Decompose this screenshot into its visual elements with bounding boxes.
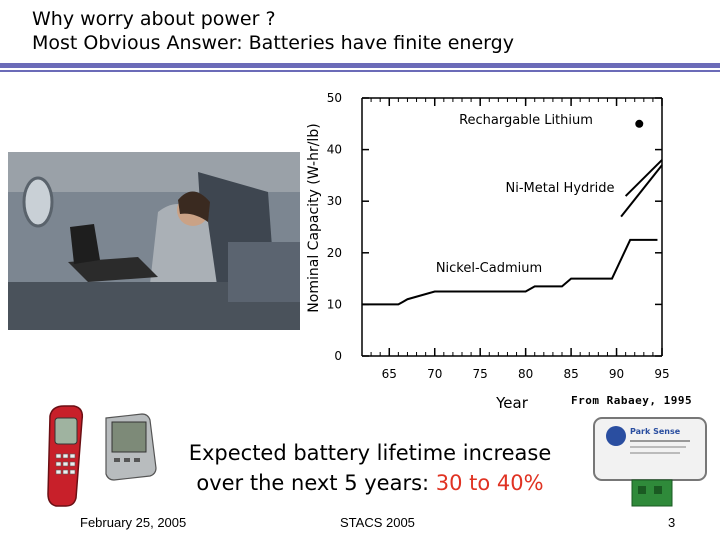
y-tick-label: 40 (327, 143, 342, 157)
y-tick-label: 20 (327, 246, 342, 260)
footer-date: February 25, 2005 (80, 515, 187, 530)
axis-ticks (361, 97, 663, 357)
y-tick-label: 50 (327, 91, 342, 105)
x-axis-label: Year (495, 394, 529, 412)
slide-title-line1: Why worry about power ? (32, 8, 276, 30)
y-tick-label: 10 (327, 297, 342, 311)
series-label-lithium: Rechargable Lithium (459, 113, 593, 128)
laptop-passenger-photo (8, 152, 300, 330)
title-rule-thin (0, 70, 720, 72)
cellphones-illustration (47, 405, 157, 507)
plot-frame (361, 97, 663, 357)
x-tick-label: 90 (609, 367, 624, 381)
expectation-highlight: 30 to 40% (435, 471, 544, 495)
y-tick-label: 30 (327, 194, 342, 208)
series-label-nimh: Ni-Metal Hydride (506, 181, 615, 196)
title-rule-thick (0, 63, 720, 68)
series-line-ni-metal-hydride (624, 159, 663, 197)
x-tick-label: 80 (518, 367, 533, 381)
series-line-ni-metal-hydride (620, 164, 663, 218)
series-label-nicd: Nickel-Cadmium (436, 261, 542, 276)
footer-conference: STACS 2005 (340, 515, 415, 530)
data-series (362, 119, 663, 306)
axis-tick-labels: 65 70 75 80 85 90 95 0 10 20 30 40 50 (327, 91, 670, 381)
footer-page-number: 3 (668, 515, 676, 530)
citation: From Rabaey, 1995 (571, 394, 693, 407)
x-tick-label: 65 (382, 367, 397, 381)
expectation-line1: Expected battery lifetime increase (188, 441, 552, 465)
y-axis-label: Nominal Capacity (W-hr/lb) (306, 123, 322, 312)
y-tick-label: 0 (334, 349, 342, 363)
slide-title-line2: Most Obvious Answer: Batteries have fini… (32, 32, 514, 54)
x-tick-label: 70 (427, 367, 442, 381)
x-tick-label: 85 (563, 367, 578, 381)
series-line-nickel-cadmium (362, 238, 658, 306)
expected-lifetime-text: Expected battery lifetime increase over … (140, 438, 600, 498)
data-point-lithium (635, 119, 644, 128)
sensor-label: Park Sense (630, 427, 681, 436)
x-tick-label: 95 (654, 367, 669, 381)
expectation-line2: over the next 5 years: (196, 471, 436, 495)
x-tick-label: 75 (473, 367, 488, 381)
sensor-device-illustration: Park Sense (593, 417, 707, 507)
